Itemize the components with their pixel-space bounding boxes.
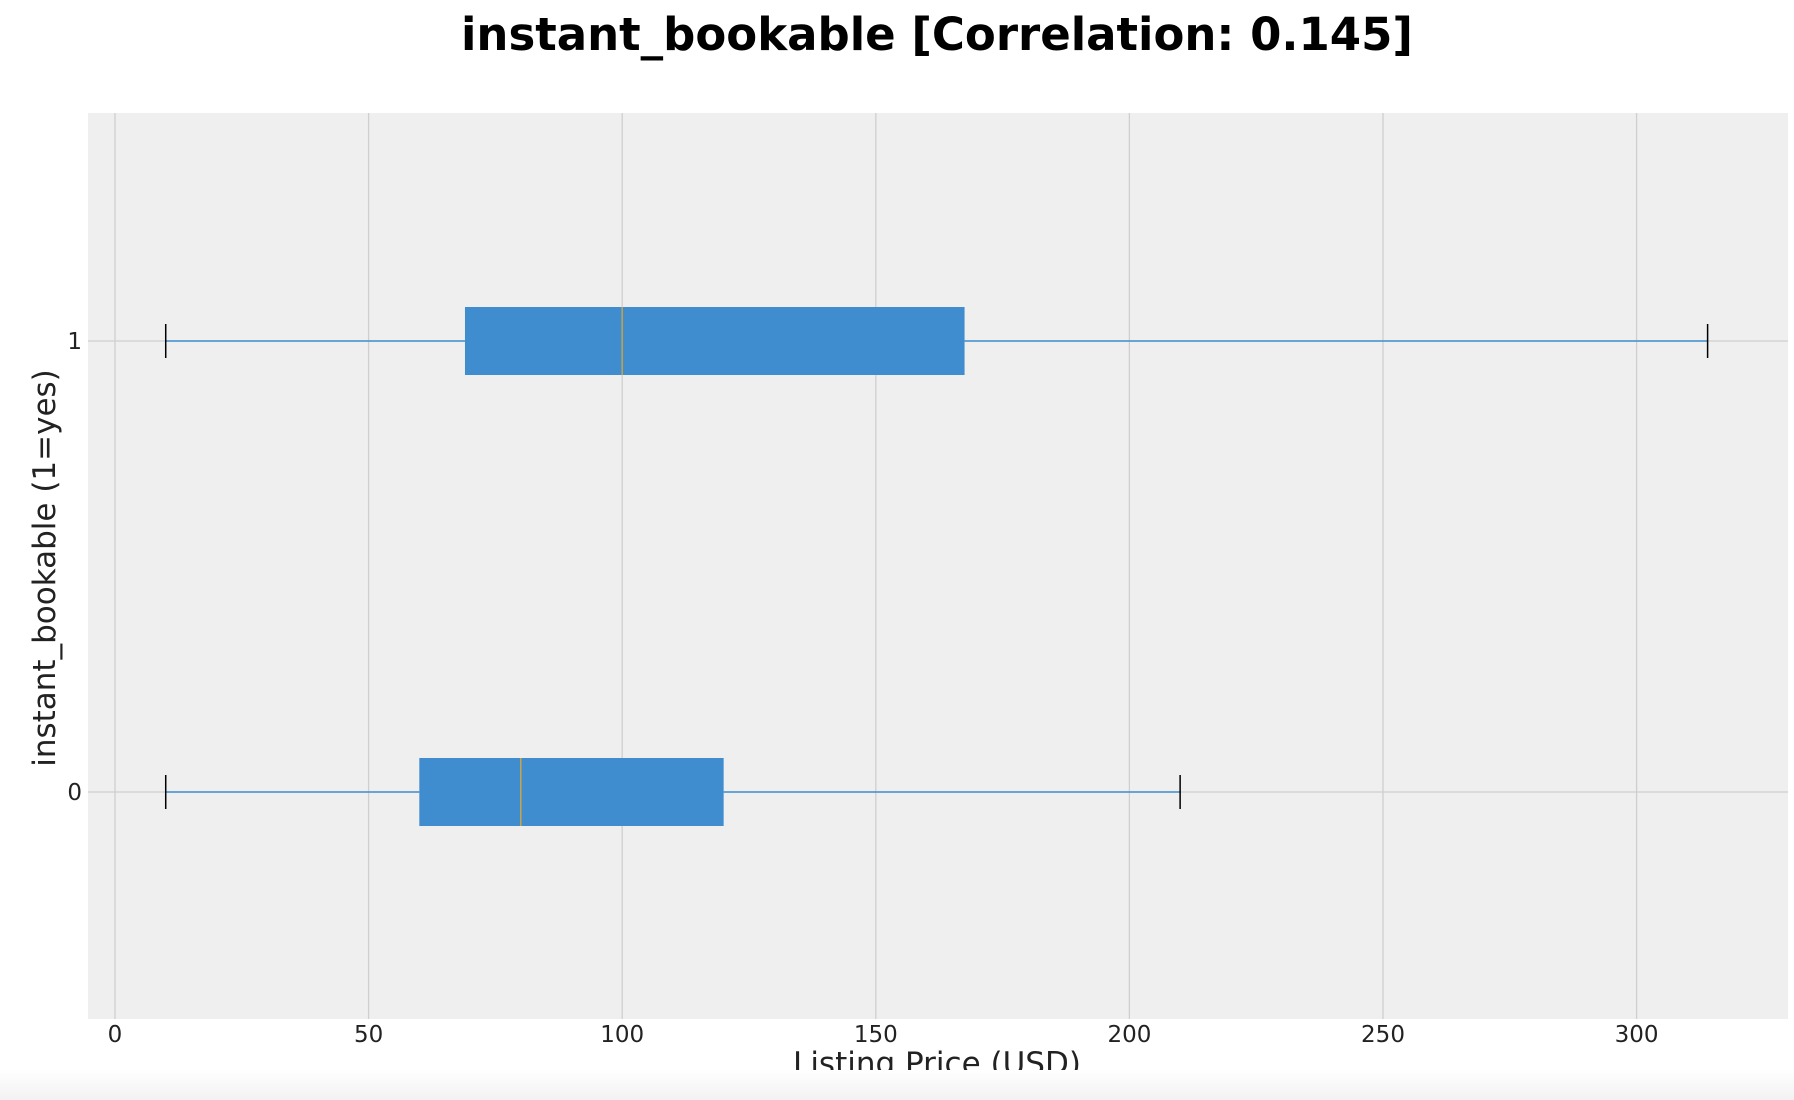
window-bottom-edge bbox=[0, 1070, 1794, 1100]
x-tick-label: 250 bbox=[1361, 1022, 1405, 1048]
y-tick-label: 0 bbox=[67, 780, 82, 806]
y-axis-ticks: 01 bbox=[67, 329, 82, 806]
x-tick-label: 100 bbox=[600, 1022, 644, 1048]
iqr-box bbox=[419, 758, 724, 826]
y-axis-label: instant_bookable (1=yes) bbox=[27, 369, 63, 767]
chart-title: instant_bookable [Correlation: 0.145] bbox=[461, 8, 1413, 61]
x-tick-label: 0 bbox=[108, 1022, 123, 1048]
box-category-1 bbox=[164, 307, 1709, 375]
plot-area bbox=[88, 113, 1788, 1019]
x-tick-label: 50 bbox=[354, 1022, 383, 1048]
y-tick-label: 1 bbox=[67, 329, 82, 355]
box-category-0 bbox=[164, 758, 1181, 826]
x-tick-label: 150 bbox=[854, 1022, 898, 1048]
iqr-box bbox=[464, 307, 965, 375]
x-tick-label: 200 bbox=[1107, 1022, 1151, 1048]
box-series bbox=[164, 307, 1709, 826]
x-tick-label: 300 bbox=[1615, 1022, 1659, 1048]
x-axis-ticks: 0 50 100 150 200 250 300 bbox=[108, 1022, 1659, 1048]
